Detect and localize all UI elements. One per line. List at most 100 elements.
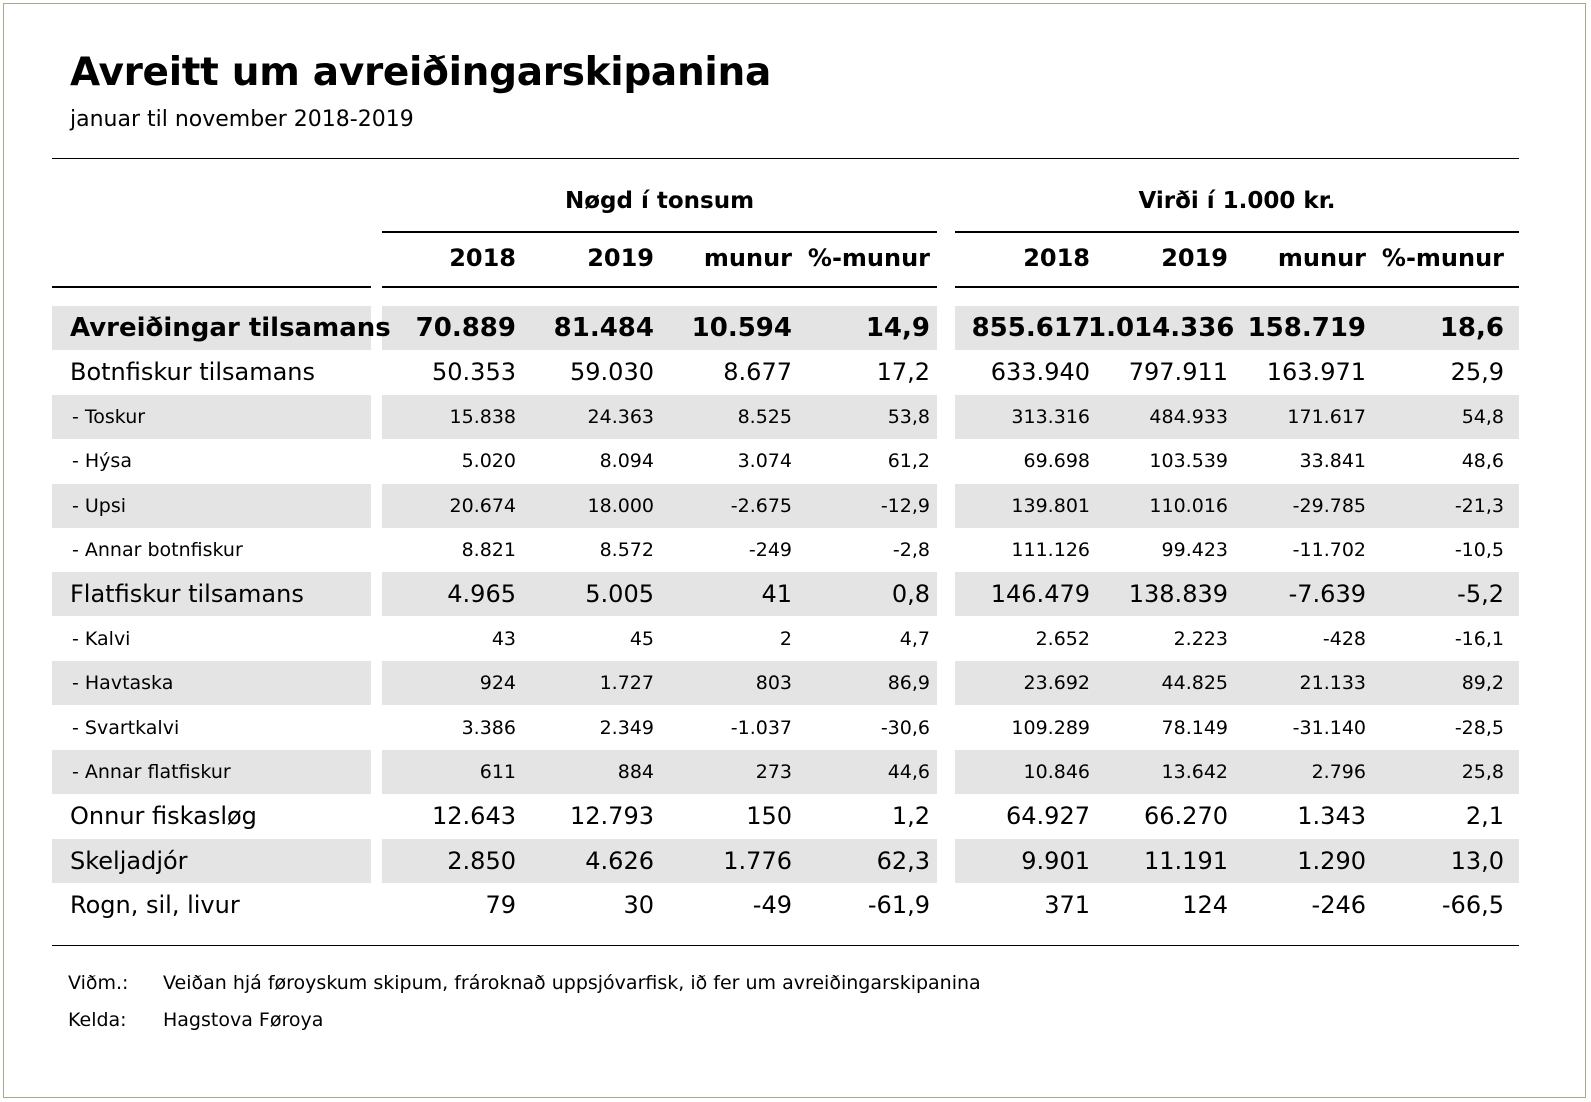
row-shading — [382, 750, 937, 794]
cell-quantity-2019: 884 — [617, 761, 654, 783]
table-row-detail: - Annar botnfiskur 8.821 8.572 -249 -2,8 111.… — [0, 528, 1591, 573]
cell-quantity-2018: 8.821 — [461, 539, 516, 561]
row-label: - Toskur — [72, 406, 146, 428]
cell-quantity-pct: 17,2 — [876, 358, 930, 386]
cell-value-pct: -21,3 — [1454, 495, 1504, 517]
row-label: - Havtaska — [72, 672, 174, 694]
cell-quantity-diff: 10.594 — [691, 313, 792, 343]
cell-value-pct: 2,1 — [1465, 802, 1504, 830]
cell-value-2019: 13.642 — [1161, 761, 1228, 783]
cell-value-pct: 18,6 — [1439, 313, 1504, 343]
cell-value-diff: -29.785 — [1292, 495, 1366, 517]
row-shading — [382, 395, 937, 439]
row-label: Avreiðingar tilsamans — [70, 313, 391, 343]
cell-value-pct: 13,0 — [1450, 847, 1504, 875]
row-shading — [382, 839, 937, 883]
cell-quantity-diff: -49 — [752, 891, 792, 919]
cell-quantity-2019: 8.094 — [599, 450, 654, 472]
row-shading — [382, 484, 937, 528]
cell-value-diff: -428 — [1322, 628, 1366, 650]
cell-value-pct: 48,6 — [1461, 450, 1504, 472]
column-header-value-pct: %-munur — [1381, 244, 1504, 272]
page-title: Avreitt um avreiðingarskipanina — [70, 50, 771, 95]
row-shading — [955, 750, 1519, 794]
row-shading — [955, 661, 1519, 705]
column-header-quantity-pct: %-munur — [807, 244, 930, 272]
row-label: - Svartkalvi — [72, 717, 180, 739]
column-header-quantity-diff: munur — [703, 244, 792, 272]
table-row-detail: - Hýsa 5.020 8.094 3.074 61,2 69.698 103.539 33… — [0, 439, 1591, 484]
cell-quantity-diff: 150 — [746, 802, 792, 830]
cell-quantity-2019: 59.030 — [570, 358, 654, 386]
page-subtitle: januar til november 2018-2019 — [70, 107, 414, 132]
column-header-value-diff: munur — [1277, 244, 1366, 272]
cell-quantity-2018: 50.353 — [432, 358, 516, 386]
cell-value-pct: 89,2 — [1461, 672, 1504, 694]
cell-value-diff: -7.639 — [1288, 580, 1366, 608]
cell-value-diff: 171.617 — [1287, 406, 1366, 428]
table-row-detail: - Kalvi 43 45 2 4,7 2.652 2.223 -428 -16,1 — [0, 617, 1591, 662]
cell-quantity-2018: 70.889 — [415, 313, 516, 343]
cell-value-2019: 99.423 — [1161, 539, 1228, 561]
cell-quantity-2019: 12.793 — [570, 802, 654, 830]
cell-quantity-2019: 18.000 — [587, 495, 654, 517]
page-frame — [3, 3, 1586, 1098]
row-shading — [955, 839, 1519, 883]
cell-value-2019: 110.016 — [1149, 495, 1228, 517]
header-rule-quantity — [382, 286, 937, 288]
cell-quantity-diff: 273 — [755, 761, 792, 783]
row-shading — [52, 750, 371, 794]
cell-value-2018: 313.316 — [1011, 406, 1090, 428]
cell-quantity-2018: 5.020 — [461, 450, 516, 472]
cell-quantity-2018: 15.838 — [449, 406, 516, 428]
table-row-subtotal: Skeljadjór 2.850 4.626 1.776 62,3 9.901 11.191… — [0, 839, 1591, 884]
cell-quantity-diff: 41 — [761, 580, 792, 608]
cell-quantity-pct: 53,8 — [887, 406, 930, 428]
row-shading — [52, 484, 371, 528]
cell-quantity-pct: -2,8 — [892, 539, 930, 561]
note-text-method: Veiðan hjá føroyskum skipum, frároknað u… — [163, 972, 981, 994]
row-shading — [52, 395, 371, 439]
cell-quantity-pct: -61,9 — [867, 891, 930, 919]
cell-value-diff: 158.719 — [1247, 313, 1366, 343]
group-rule-quantity — [382, 231, 937, 233]
note-key-source: Kelda: — [68, 1009, 127, 1031]
row-shading — [52, 661, 371, 705]
cell-quantity-pct: 0,8 — [891, 580, 930, 608]
cell-value-diff: 21.133 — [1299, 672, 1366, 694]
cell-value-2018: 111.126 — [1011, 539, 1090, 561]
cell-quantity-2019: 2.349 — [599, 717, 654, 739]
cell-quantity-diff: -2.675 — [730, 495, 792, 517]
cell-quantity-2018: 2.850 — [447, 847, 516, 875]
cell-value-2018: 23.692 — [1023, 672, 1090, 694]
cell-quantity-diff: -1.037 — [730, 717, 792, 739]
cell-value-2018: 633.940 — [990, 358, 1090, 386]
row-shading — [382, 661, 937, 705]
table-row-detail: - Havtaska 924 1.727 803 86,9 23.692 44.825 21.… — [0, 661, 1591, 706]
table-row-total: Avreiðingar tilsamans 70.889 81.484 10.594 1… — [0, 306, 1591, 351]
cell-value-pct: 25,9 — [1450, 358, 1504, 386]
cell-value-2019: 124 — [1182, 891, 1228, 919]
row-label: - Annar botnfiskur — [72, 539, 243, 561]
row-shading — [52, 839, 371, 883]
cell-value-pct: -28,5 — [1454, 717, 1504, 739]
cell-value-pct: -16,1 — [1454, 628, 1504, 650]
cell-value-diff: 1.290 — [1297, 847, 1366, 875]
cell-quantity-2019: 8.572 — [599, 539, 654, 561]
cell-value-2018: 371 — [1044, 891, 1090, 919]
cell-value-pct: -10,5 — [1454, 539, 1504, 561]
cell-quantity-diff: 8.525 — [737, 406, 792, 428]
note-key-method: Viðm.: — [68, 972, 129, 994]
row-label: Botnfiskur tilsamans — [70, 358, 316, 386]
cell-value-2018: 64.927 — [1006, 802, 1090, 830]
cell-quantity-2019: 81.484 — [553, 313, 654, 343]
cell-quantity-2019: 5.005 — [585, 580, 654, 608]
cell-value-2019: 484.933 — [1149, 406, 1228, 428]
cell-quantity-2019: 24.363 — [587, 406, 654, 428]
cell-quantity-2019: 4.626 — [585, 847, 654, 875]
cell-quantity-pct: 61,2 — [887, 450, 930, 472]
cell-value-diff: -31.140 — [1292, 717, 1366, 739]
cell-quantity-pct: 62,3 — [876, 847, 930, 875]
cell-value-2019: 1.014.336 — [1088, 313, 1235, 343]
top-rule — [52, 158, 1519, 159]
